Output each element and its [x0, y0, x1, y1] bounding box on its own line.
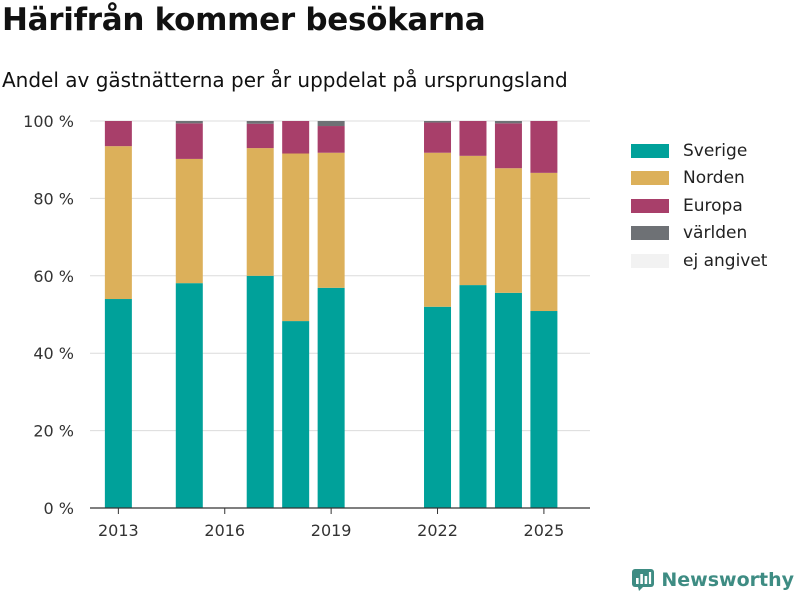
bar-segment — [494, 292, 522, 508]
legend-item: Europa — [631, 192, 767, 220]
legend-label: Norden — [683, 168, 745, 189]
bar-segment — [104, 299, 132, 508]
legend-swatch — [631, 253, 669, 268]
bar-segment — [494, 123, 522, 169]
bar-segment — [317, 121, 345, 127]
legend-item: världen — [631, 220, 767, 248]
y-tick-label: 0 % — [44, 499, 74, 518]
x-tick-label: 2016 — [204, 521, 245, 540]
bar-segment — [175, 123, 203, 159]
chart-subtitle: Andel av gästnätterna per år uppdelat på… — [2, 68, 568, 92]
x-tick-label: 2013 — [98, 521, 139, 540]
bar-segment — [104, 121, 132, 147]
bar-segment — [530, 311, 558, 508]
bar-segment — [424, 152, 452, 307]
bar-segment — [424, 121, 452, 123]
bar-segment — [494, 121, 522, 124]
bar-stack-2013 — [104, 121, 132, 508]
bar-stack-2018 — [282, 121, 310, 508]
y-tick-label: 80 % — [33, 189, 74, 208]
legend-swatch — [631, 198, 669, 213]
chart-legend: Sverige Norden Europa världen ej angivet — [631, 137, 767, 275]
y-tick-label: 60 % — [33, 267, 74, 286]
legend-item: ej angivet — [631, 247, 767, 275]
bar-segment — [246, 121, 274, 124]
bar-segment — [317, 152, 345, 288]
bar-stack-2017 — [246, 121, 274, 508]
x-axis-ticks: 2013 2016 2019 2022 2025 — [98, 508, 564, 540]
legend-swatch — [631, 226, 669, 241]
legend-label: Europa — [683, 195, 743, 216]
x-tick-label: 2022 — [417, 521, 458, 540]
bar-segment — [530, 121, 558, 173]
bar-segment — [459, 285, 487, 508]
legend-label: ej angivet — [683, 250, 768, 271]
bar-segment — [246, 148, 274, 276]
legend-item: Sverige — [631, 137, 767, 165]
bar-stack-2023 — [459, 121, 487, 508]
y-tick-label: 20 % — [33, 422, 74, 441]
bar-stack-2024 — [494, 121, 522, 508]
legend-item: Norden — [631, 165, 767, 193]
bar-segment — [424, 122, 452, 153]
y-axis-ticks: 0 % 20 % 40 % 60 % 80 % 100 % — [23, 112, 74, 518]
y-tick-label: 40 % — [33, 344, 74, 363]
bar-segment — [459, 155, 487, 286]
newsworthy-logo-icon — [632, 569, 655, 591]
bar-stack-2025 — [530, 121, 558, 508]
bar-stacks — [104, 121, 558, 508]
bar-segment — [424, 306, 452, 508]
stacked-bar-chart: 0 % 20 % 40 % 60 % 80 % 100 % 2013 2016 2019 202… — [23, 112, 590, 540]
brand-logo: Newsworthy — [631, 568, 794, 592]
bar-stack-2022 — [424, 121, 452, 508]
bar-segment — [317, 287, 345, 508]
bar-stack-2015 — [175, 121, 203, 508]
bar-segment — [175, 283, 203, 508]
bar-segment — [317, 126, 345, 153]
chart-title: Härifrån kommer besökarna — [2, 2, 486, 38]
bar-segment — [459, 121, 487, 156]
y-tick-label: 100 % — [23, 112, 74, 131]
bar-segment — [282, 153, 310, 322]
bar-segment — [175, 121, 203, 124]
bar-segment — [175, 158, 203, 284]
x-tick-label: 2025 — [524, 521, 565, 540]
legend-swatch — [631, 171, 669, 186]
legend-swatch — [631, 143, 669, 158]
bar-segment — [282, 121, 310, 154]
bar-stack-2019 — [317, 121, 345, 508]
bar-segment — [246, 123, 274, 149]
bar-segment — [494, 168, 522, 293]
bar-segment — [282, 321, 310, 508]
bar-segment — [246, 275, 274, 508]
bar-segment — [104, 146, 132, 300]
legend-label: Sverige — [683, 140, 748, 161]
x-tick-label: 2019 — [311, 521, 352, 540]
legend-label: världen — [683, 223, 748, 244]
brand-name: Newsworthy — [661, 569, 794, 591]
bar-segment — [530, 172, 558, 312]
